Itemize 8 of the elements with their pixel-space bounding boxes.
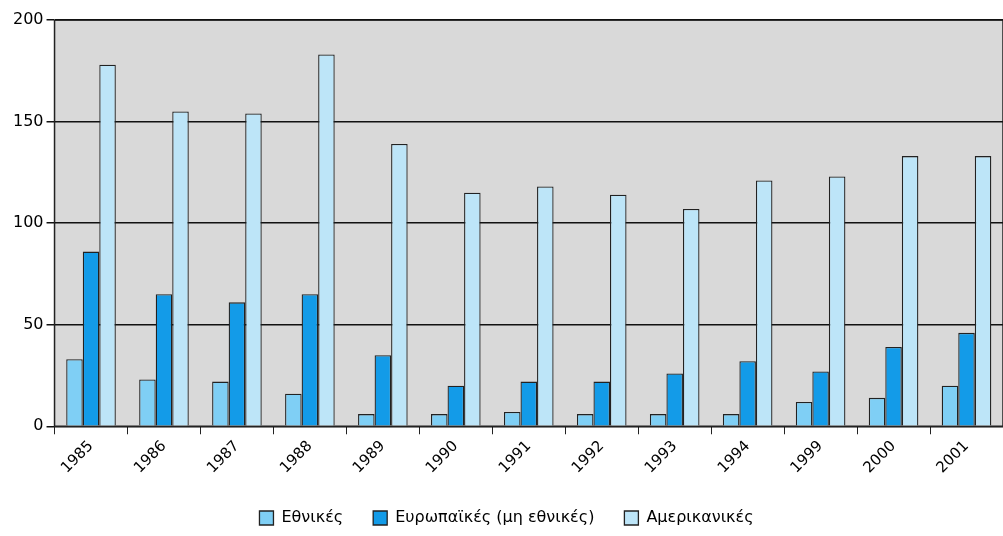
y-tick-label: 150 <box>12 110 44 130</box>
legend-label: Αμερικανικές <box>646 507 754 527</box>
legend-label: Εθνικές <box>281 507 344 527</box>
y-tick-label: 200 <box>12 9 44 29</box>
y-tick-label: 100 <box>12 212 44 232</box>
y-tick-label: 0 <box>33 415 44 435</box>
y-tick-label: 50 <box>23 313 44 333</box>
legend-label: Ευρωπαϊκές (μη εθνικές) <box>395 507 595 527</box>
